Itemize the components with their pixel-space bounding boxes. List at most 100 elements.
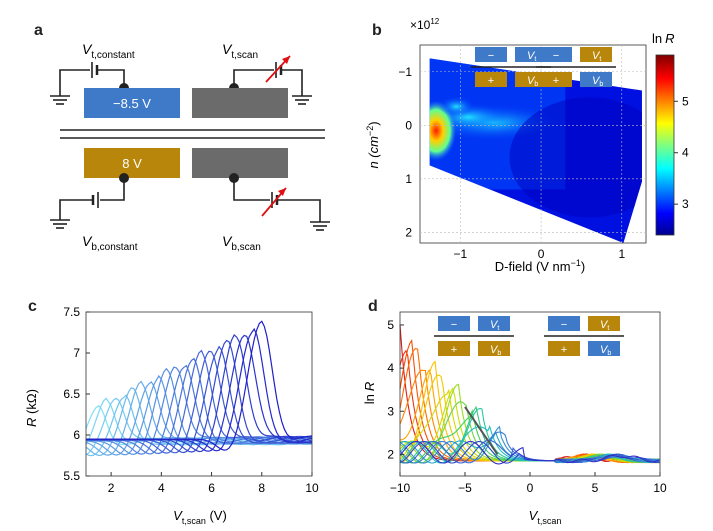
legend-box [580, 72, 612, 87]
y-tick-label: 4 [387, 361, 394, 375]
legend-box [580, 47, 612, 62]
legend-box [438, 341, 470, 356]
legend-minus: − [553, 50, 559, 62]
device-schematic: −8.5 V 8 V Vt,constant Vt,scan Vb,consta… [50, 41, 330, 253]
polarity-legend: − + Vt Vb [471, 47, 551, 88]
x-tick-label: 8 [258, 481, 265, 495]
x-tick-label: 10 [653, 481, 667, 495]
top-right-circuit [233, 69, 312, 105]
top-left-circuit [50, 69, 125, 105]
legend-vt: Vt [592, 50, 601, 63]
x-tick-label: 0 [538, 247, 545, 261]
panel-label-d: d [368, 298, 378, 315]
x-axis-label: D-field (V nm−1) [495, 258, 585, 274]
x-tick-label: −1 [454, 247, 468, 261]
heatmap-chart: −1 0 1 −1 0 1 2 − + Vt Vb − + Vt Vb D-field (V nm−1) n… [365, 17, 689, 274]
legend-vb: Vb [527, 75, 538, 88]
vt-scan-label: Vt,scan [222, 41, 258, 61]
colorbar-tick-label: 5 [682, 94, 689, 108]
y-tick-label: 5.5 [63, 469, 80, 483]
legend-box [515, 72, 547, 87]
legend-box [478, 316, 510, 331]
legend-minus: − [488, 50, 494, 62]
panel-label-a: a [34, 22, 43, 39]
y-tick-label: 6.5 [63, 387, 80, 401]
legend-vt: Vt [600, 319, 609, 332]
y-tick-label: 0 [405, 118, 412, 132]
legend-box [548, 341, 580, 356]
vb-constant-label: Vb,constant [82, 233, 138, 253]
y-tick-label: 6 [73, 428, 80, 442]
y-tick-label: 7 [73, 346, 80, 360]
legend-box [540, 72, 572, 87]
legend-vt: Vt [527, 50, 536, 63]
bottom-gate-voltage: 8 V [122, 156, 142, 171]
x-tick-label: 2 [108, 481, 115, 495]
plot-frame [419, 44, 647, 244]
series-line [399, 440, 660, 465]
legend-box [540, 47, 572, 62]
legend-box [478, 341, 510, 356]
y-tick-label: 5 [387, 318, 394, 332]
polarity-legend: − + Vt Vb [544, 316, 624, 357]
legend-box [475, 72, 507, 87]
series-line [399, 360, 660, 464]
resistance-line-chart: 2 4 6 8 10 5.5 6 6.5 7 7.5 Vt,scan (V) R (kΩ) [24, 305, 319, 526]
heatmap-ridge [438, 96, 475, 117]
x-axis-label: Vt,scan (V) [173, 508, 227, 526]
y-multiplier: ×1012 [410, 17, 440, 32]
series-line [399, 440, 660, 464]
legend-vb: Vb [592, 75, 603, 88]
contact-dot [229, 173, 239, 183]
heatmap-lowzone [509, 97, 642, 218]
bottom-gate-gold [84, 148, 180, 178]
top-gate-gray [192, 88, 288, 118]
series-line [86, 327, 313, 452]
x-tick-label: 10 [305, 481, 319, 495]
bottom-gate-gray [192, 148, 288, 178]
legend-plus: + [553, 75, 559, 87]
colorbar-label: ln R [652, 31, 675, 46]
legend-vt: Vt [490, 319, 499, 332]
y-tick-label: 2 [405, 225, 412, 239]
x-axis-label: Vt,scan [529, 508, 562, 526]
colorbar-tick-label: 4 [682, 146, 689, 160]
y-tick-label: 3 [387, 404, 394, 418]
heatmap-hotspot [429, 100, 457, 161]
colorbar [655, 54, 675, 236]
legend-minus: − [561, 319, 567, 331]
legend-vb: Vb [600, 344, 611, 357]
colorbar-tick-label: 3 [682, 197, 689, 211]
legend-box [588, 316, 620, 331]
x-tick-label: 1 [618, 247, 625, 261]
legend-minus: − [451, 319, 457, 331]
bottom-right-circuit [233, 178, 330, 231]
x-tick-label: 0 [527, 481, 534, 495]
legend-plus: + [488, 75, 494, 87]
heatmap-features [429, 58, 642, 218]
legend-plus: + [561, 344, 567, 356]
vb-scan-label: Vb,scan [222, 233, 261, 253]
ln-resistance-line-chart: −10 −5 0 5 10 2 3 4 5 − + Vt Vb − + Vt Vb Vt,scan lnR [362, 311, 667, 526]
legend-plus: + [451, 344, 457, 356]
y-tick-label: −1 [398, 65, 412, 79]
x-tick-label: 4 [158, 481, 165, 495]
top-gate-voltage: −8.5 V [113, 96, 151, 111]
polarity-legend: − + Vt Vb [434, 316, 514, 357]
y-axis-label: R (kΩ) [24, 389, 39, 427]
y-tick-label: 2 [387, 447, 394, 461]
legend-box [475, 47, 507, 62]
vt-constant-label: Vt,constant [82, 41, 135, 61]
bottom-left-circuit [50, 178, 125, 229]
legend-box [438, 316, 470, 331]
series-line [86, 320, 313, 451]
x-tick-label: −5 [458, 481, 472, 495]
legend-box [548, 316, 580, 331]
panel-label-c: c [28, 298, 37, 315]
panel-label-b: b [372, 22, 382, 39]
x-tick-label: −10 [390, 481, 411, 495]
x-tick-label: 6 [208, 481, 215, 495]
legend-vb: Vb [490, 344, 501, 357]
y-tick-label: 1 [405, 172, 412, 186]
y-axis-label: n (cm−2) [365, 121, 381, 168]
